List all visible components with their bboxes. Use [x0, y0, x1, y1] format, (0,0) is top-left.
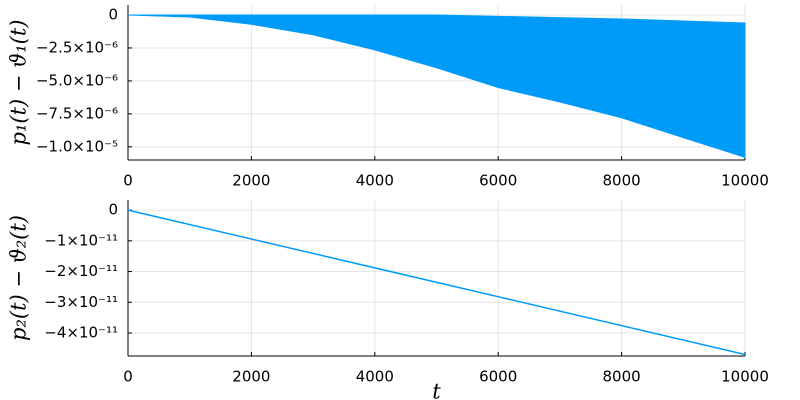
y-tick-label: −3×10⁻¹¹ [44, 293, 118, 311]
x-tick-label: 8000 [603, 172, 641, 190]
y-tick-label: −1.0×10⁻⁵ [36, 137, 118, 155]
y-axis-label: p₁(t) − ϑ₁(t) [7, 20, 31, 146]
x-tick-label: 10000 [721, 368, 769, 386]
x-tick-label: 6000 [479, 368, 517, 386]
y-tick-label: 0 [108, 201, 118, 219]
y-tick-label: −7.5×10⁻⁶ [36, 104, 118, 122]
oscillation-band [127, 14, 746, 159]
x-tick-label: 6000 [479, 172, 517, 190]
x-tick-label: 8000 [603, 368, 641, 386]
y-tick-label: −2.5×10⁻⁶ [36, 38, 118, 56]
x-tick-label: 0 [123, 172, 133, 190]
x-tick-label: 2000 [232, 368, 270, 386]
x-tick-label: 0 [123, 368, 133, 386]
y-tick-label: −5.0×10⁻⁶ [36, 71, 118, 89]
y-tick-label: 0 [108, 6, 118, 24]
x-tick-label: 4000 [356, 172, 394, 190]
x-tick-label: 2000 [232, 172, 270, 190]
y-tick-label: −2×10⁻¹¹ [44, 262, 118, 280]
y-tick-label: −4×10⁻¹¹ [44, 323, 118, 341]
line [127, 209, 746, 356]
y-axis-label: p₂(t) − ϑ₂(t) [7, 215, 31, 341]
x-tick-label: 4000 [356, 368, 394, 386]
y-tick-label: −1×10⁻¹¹ [44, 231, 118, 249]
x-axis-label: t [432, 380, 441, 400]
x-tick-label: 10000 [721, 172, 769, 190]
